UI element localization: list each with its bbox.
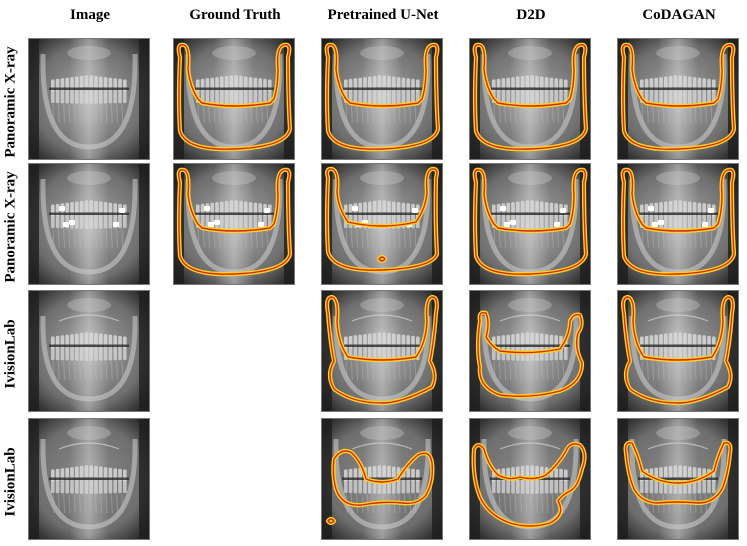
row-label-text: Panoramic X-ray: [2, 171, 19, 283]
xray-with-contour: [618, 291, 738, 411]
segmentation-overlay-tile: [617, 290, 739, 412]
row-label: IvisionLab: [0, 418, 22, 546]
segmentation-overlay-tile: [469, 418, 591, 540]
xray-image-tile: [28, 290, 150, 412]
xray-with-contour: [618, 39, 738, 159]
xray-image: [29, 164, 149, 284]
segmentation-overlay-tile: [321, 163, 443, 285]
xray-with-contour: [470, 39, 590, 159]
segmentation-overlay-tile: [469, 163, 591, 285]
xray-with-contour: [174, 164, 294, 284]
segmentation-overlay-tile: [321, 418, 443, 540]
xray-with-contour: [470, 291, 590, 411]
segmentation-overlay-tile: [173, 38, 295, 160]
xray-with-contour: [618, 164, 738, 284]
xray-image-tile: [28, 163, 150, 285]
segmentation-overlay-tile: [321, 38, 443, 160]
xray-with-contour: [322, 291, 442, 411]
row-label-text: IvisionLab: [2, 447, 19, 517]
segmentation-overlay-tile: [173, 163, 295, 285]
column-header: CoDAGAN: [642, 7, 716, 23]
xray-image: [29, 39, 149, 159]
column-header: Image: [70, 7, 110, 23]
segmentation-overlay-tile: [617, 163, 739, 285]
row-label-text: Panoramic X-ray: [2, 46, 19, 158]
xray-image-tile: [28, 38, 150, 160]
column-header: Pretrained U-Net: [327, 7, 439, 23]
row-label: Panoramic X-ray: [0, 163, 22, 291]
xray-with-contour: [322, 164, 442, 284]
segmentation-overlay-tile: [469, 290, 591, 412]
row-label: IvisionLab: [0, 290, 22, 418]
xray-image-tile: [28, 418, 150, 540]
segmentation-overlay-tile: [321, 290, 443, 412]
xray-with-contour: [470, 419, 590, 539]
segmentation-overlay-tile: [617, 38, 739, 160]
xray-with-contour: [322, 419, 442, 539]
xray-with-contour: [322, 39, 442, 159]
segmentation-overlay-tile: [469, 38, 591, 160]
segmentation-overlay-tile: [617, 418, 739, 540]
row-label: Panoramic X-ray: [0, 38, 22, 166]
column-header: D2D: [516, 7, 546, 23]
xray-with-contour: [470, 164, 590, 284]
xray-image: [29, 419, 149, 539]
xray-with-contour: [618, 419, 738, 539]
xray-image: [29, 291, 149, 411]
column-header: Ground Truth: [189, 7, 281, 23]
row-label-text: IvisionLab: [2, 319, 19, 389]
xray-with-contour: [174, 39, 294, 159]
